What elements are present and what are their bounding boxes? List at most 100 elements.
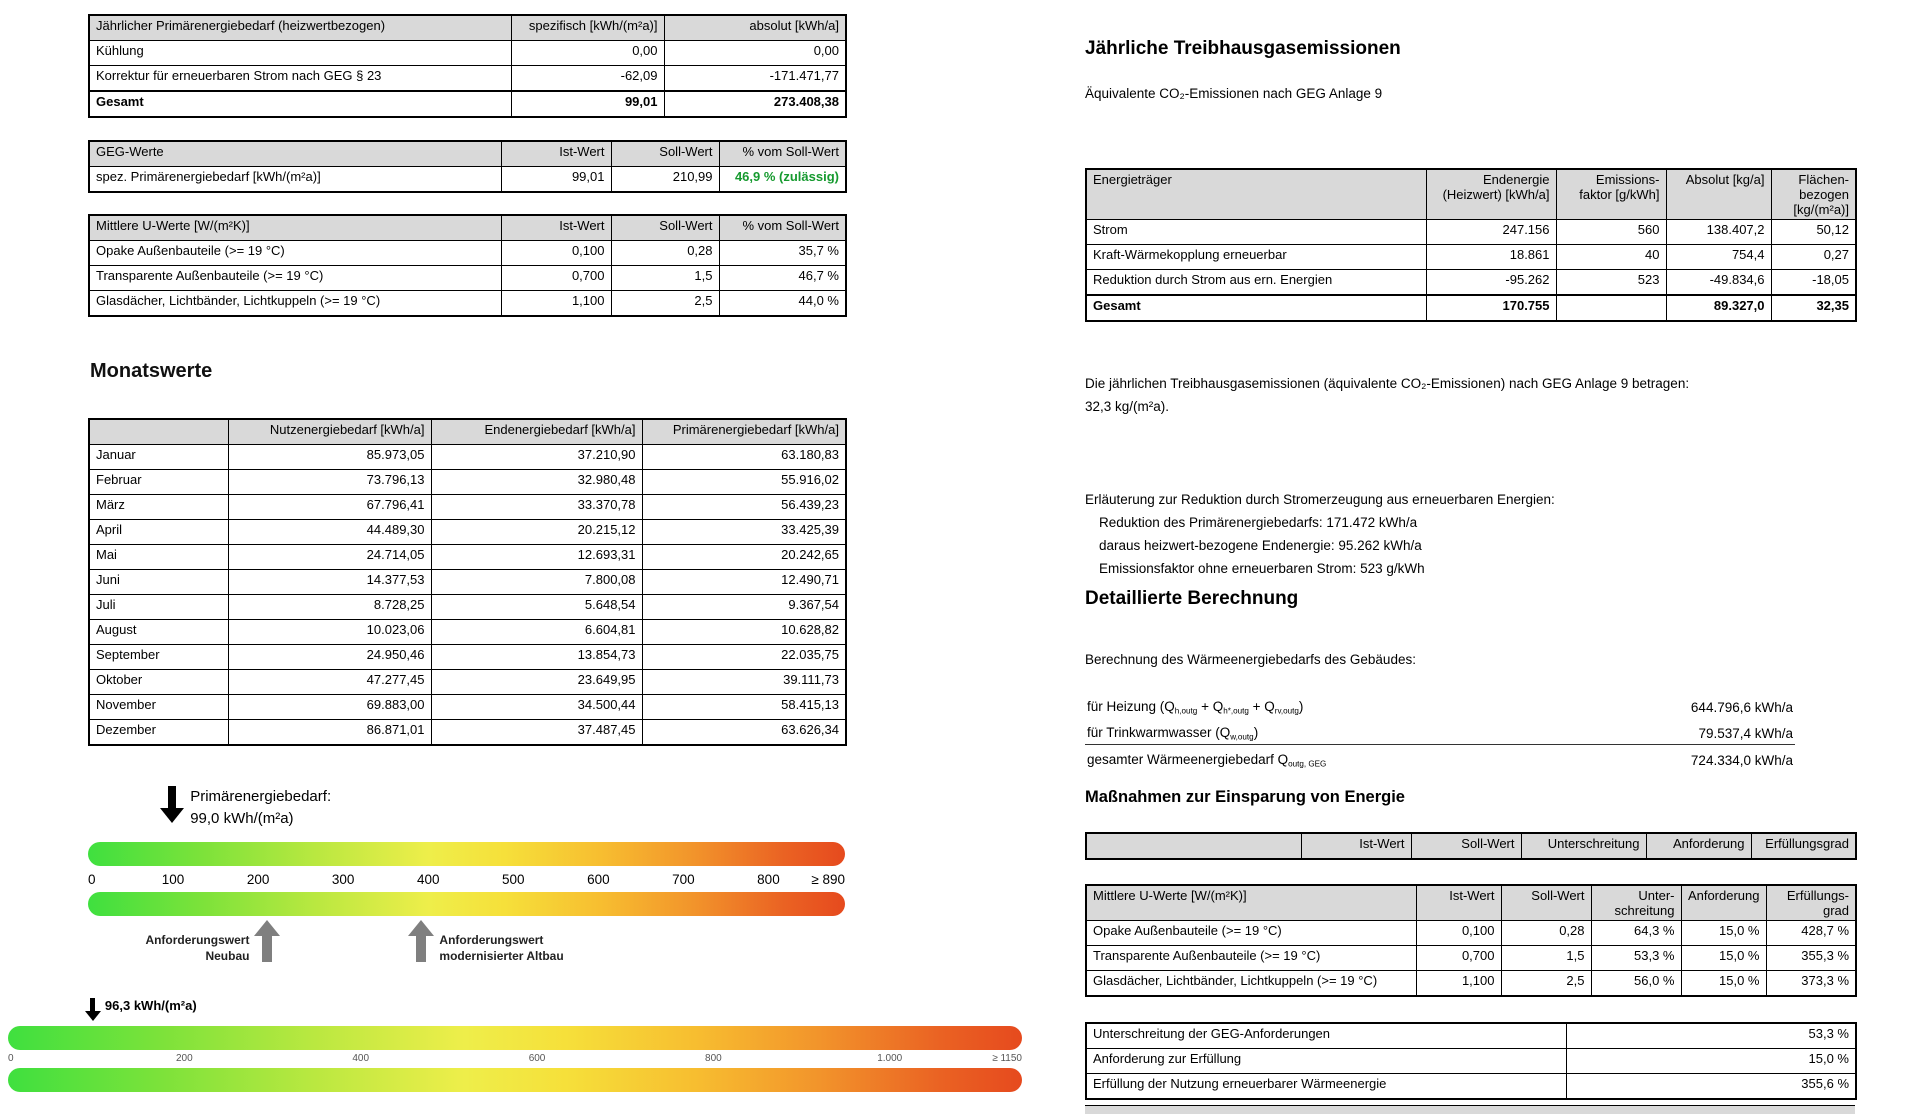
table-cell: März	[88, 494, 229, 520]
scale-value-label-line2: 99,0 kWh/(m²a)	[190, 810, 294, 827]
explanation-item: daraus heizwert-bezogene Endenergie: 95.…	[1099, 538, 1422, 553]
table-row: Gesamt 170.755 89.327,0 32,35	[1085, 294, 1857, 322]
emissions-explanation: Erläuterung zur Reduktion durch Stromerz…	[1085, 488, 1875, 580]
table-cell: 0,700	[1415, 945, 1502, 971]
scale-tick: 200	[246, 872, 270, 887]
table-cell: 73.796,13	[227, 469, 432, 495]
table-row: für Heizung (Qh,outg + Qh*,outg + Qrv,ou…	[1085, 692, 1795, 718]
table-cell: Transparente Außenbauteile (>= 19 °C)	[1085, 945, 1417, 971]
table-cell: Glasdächer, Lichtbänder, Lichtkuppeln (>…	[88, 290, 502, 317]
column-header: Endenergie (Heizwert) [kWh/a]	[1425, 168, 1557, 220]
table-cell: 8.728,25	[227, 594, 432, 620]
monthly-values-table: Nutzenergiebedarf [kWh/a] Endenergiebedar…	[88, 418, 847, 746]
table-cell: 56,0 %	[1590, 970, 1682, 997]
table-cell: 46,9 % (zulässig)	[718, 166, 847, 193]
table-cell: 1,5	[610, 265, 720, 291]
table-row: Glasdächer, Lichtbänder, Lichtkuppeln (>…	[88, 290, 847, 317]
emissions-summary-line2: 32,3 kg/(m²a).	[1085, 399, 1170, 414]
table-cell: 67.796,41	[227, 494, 432, 520]
table-cell: Erfüllung der Nutzung erneuerbarer Wärme…	[1085, 1073, 1567, 1100]
scale-value-label: 96,3 kWh/(m²a)	[104, 998, 197, 1013]
scale-tick: 800	[757, 872, 780, 887]
scale-tick: 600	[587, 872, 610, 887]
gradient-bar-top	[8, 1026, 1022, 1050]
emissions-table: Energieträger Endenergie (Heizwert) [kWh/…	[1085, 168, 1857, 322]
scale-tick: ≥ 1150	[992, 1053, 1022, 1064]
table-row: Gesamt 99,01 273.408,38	[88, 90, 847, 118]
table-cell: 355,3 %	[1765, 945, 1857, 971]
up-arrow-icon	[408, 920, 435, 962]
table-row: Opake Außenbauteile (>= 19 °C) 0,100 0,28 6…	[1085, 920, 1857, 946]
table-cell: 10.023,06	[227, 619, 432, 645]
table-row: August 10.023,06 6.604,81 10.628,82	[88, 619, 847, 645]
column-header: Anforderung	[1680, 884, 1767, 921]
table-cell: 85.973,05	[227, 444, 432, 470]
table-row: Strom 247.156 560 138.407,2 50,12	[1085, 219, 1857, 245]
scale-tick: 200	[176, 1053, 193, 1064]
table-cell: 1,5	[1500, 945, 1592, 971]
table-cell: 14.377,53	[227, 569, 432, 595]
table-cell: 247.156	[1425, 219, 1557, 245]
table-cell: -62,09	[510, 65, 665, 92]
column-header: Unter- schreitung	[1590, 884, 1682, 921]
table-cell: 2,5	[610, 290, 720, 317]
table-cell: 99,01	[500, 166, 612, 193]
table-row: Kraft-Wärmekopplung erneuerbar 18.861 40 75…	[1085, 244, 1857, 270]
table-cell: 22.035,75	[641, 644, 847, 670]
column-header: Emissions- faktor [g/kWh]	[1555, 168, 1667, 220]
table-cell: 37.487,45	[430, 719, 643, 746]
column-header: Flächen- bezogen [kg/(m²a)]	[1770, 168, 1857, 220]
table-cell: 644.796,6 kWh/a	[1690, 700, 1793, 715]
table-cell: 58.415,13	[641, 694, 847, 720]
table-cell: 20.242,65	[641, 544, 847, 570]
emissions-title: Jährliche Treibhausgasemissionen	[1085, 38, 1401, 59]
table-cell: 56.439,23	[641, 494, 847, 520]
table-cell: -95.262	[1425, 269, 1557, 296]
table-cell: 35,7 %	[718, 240, 847, 266]
table-cell: 33.370,78	[430, 494, 643, 520]
geg-values-table: GEG-Werte Ist-Wert Soll-Wert% vom Soll-Wer…	[88, 140, 847, 193]
detail-calculation-title: Detaillierte Berechnung	[1085, 588, 1299, 609]
requirement-label-line: modernisierter Altbau	[439, 949, 564, 963]
table-cell: -49.834,6	[1665, 269, 1772, 296]
column-header: Energieträger	[1085, 168, 1427, 220]
emissions-summary: Die jährlichen Treibhausgasemissionen (ä…	[1085, 372, 1875, 418]
table-cell: 40	[1555, 244, 1667, 270]
table-row: Kühlung 0,00 0,00	[88, 40, 847, 66]
table-cell: 15,0 %	[1680, 945, 1767, 971]
table-cell: 46,7 %	[718, 265, 847, 291]
table-cell: 0,00	[510, 40, 665, 66]
column-header: Soll-Wert	[1410, 832, 1522, 860]
table-cell: 273.408,38	[663, 90, 847, 118]
tick-row: 0 200 400 600 800 1.000 ≥ 1150	[8, 1053, 1022, 1071]
table-cell: 86.871,01	[227, 719, 432, 746]
table-cell: 15,0 %	[1680, 970, 1767, 997]
table-cell: September	[88, 644, 229, 670]
emissions-summary-line1: Die jährlichen Treibhausgasemissionen (ä…	[1085, 376, 1690, 391]
table-cell: 23.649,95	[430, 669, 643, 695]
table-cell: 724.334,0 kWh/a	[1690, 753, 1793, 768]
table-cell: 560	[1555, 219, 1667, 245]
table-cell: 63.626,34	[641, 719, 847, 746]
column-header: Jährlicher Primärenergiebedarf (heizwert…	[88, 14, 512, 41]
table-row: Reduktion durch Strom aus ern. Energien -…	[1085, 269, 1857, 296]
gradient-bar-bottom	[88, 892, 845, 916]
table-cell: 20.215,12	[430, 519, 643, 545]
table-cell: Glasdächer, Lichtbänder, Lichtkuppeln (>…	[1085, 970, 1417, 997]
table-cell: Juli	[88, 594, 229, 620]
table-cell: Transparente Außenbauteile (>= 19 °C)	[88, 265, 502, 291]
table-cell: 53,3 %	[1590, 945, 1682, 971]
requirement-label-neubau: Anforderungswert Neubau	[145, 932, 249, 964]
requirement-label-altbau: Anforderungswert modernisierter Altbau	[439, 932, 563, 964]
scale-tick: 100	[161, 872, 185, 887]
column-header	[1085, 832, 1302, 860]
table-cell: 10.628,82	[641, 619, 847, 645]
gradient-bar-bottom	[8, 1068, 1022, 1092]
requirement-label-line: Neubau	[205, 949, 250, 963]
down-arrow-icon	[84, 998, 101, 1021]
gradient-bar-top	[88, 842, 845, 866]
table-cell	[1555, 294, 1667, 322]
table-cell: Reduktion durch Strom aus ern. Energien	[1085, 269, 1427, 296]
table-cell: Oktober	[88, 669, 229, 695]
table-cell: Gesamt	[88, 90, 512, 118]
